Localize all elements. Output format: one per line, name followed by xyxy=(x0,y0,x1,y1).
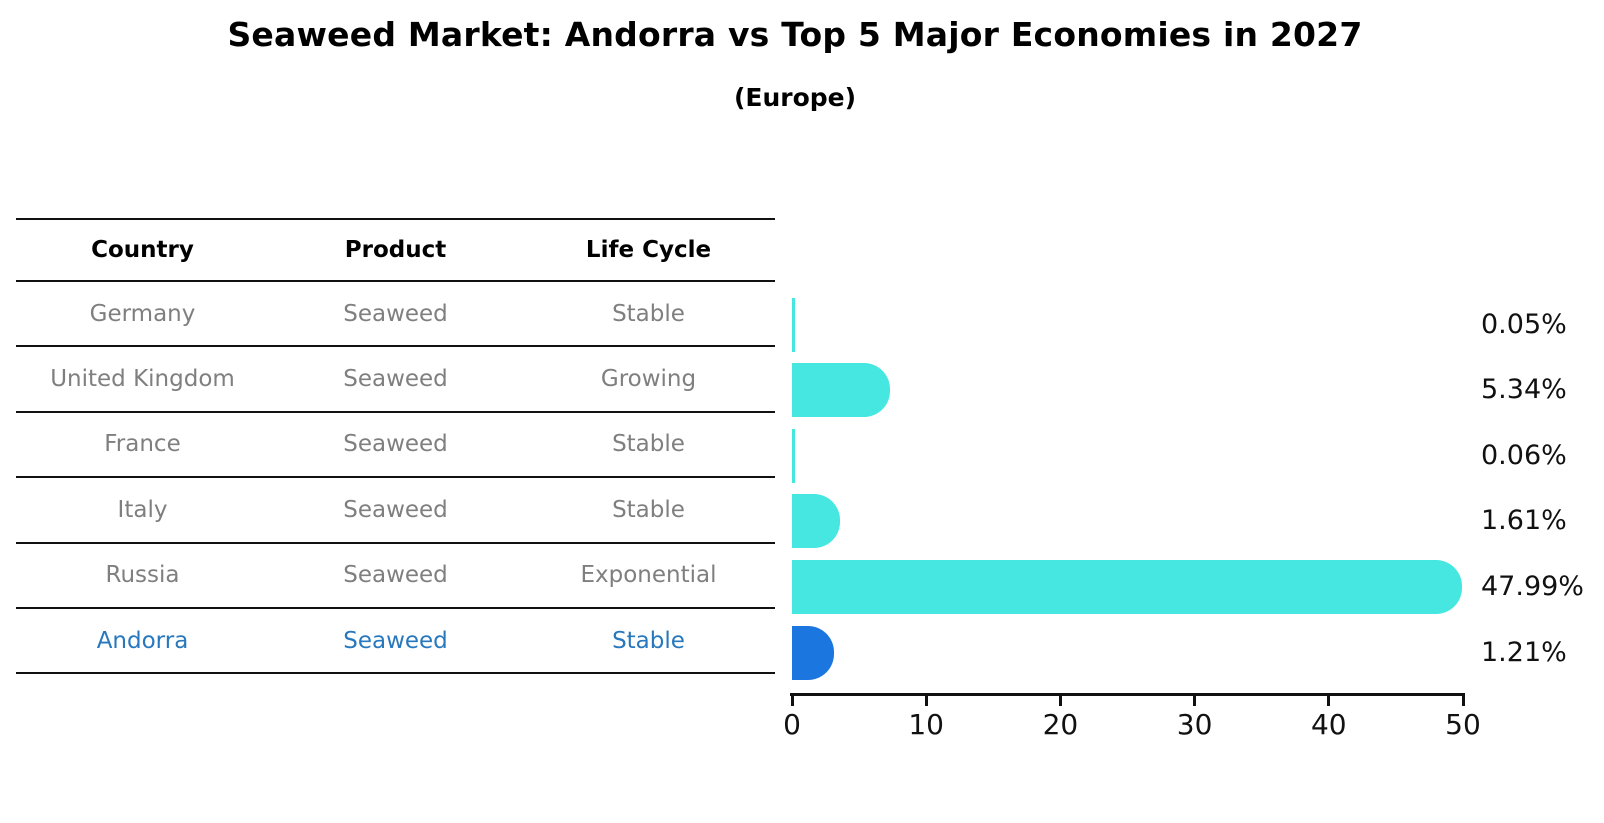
cell-country: Russia xyxy=(105,562,180,589)
cell-lifecycle: Stable xyxy=(612,431,685,458)
bar-germany xyxy=(792,297,795,352)
x-axis-line xyxy=(790,693,1465,696)
bar-united-kingdom xyxy=(792,363,890,418)
table-header-row: Country Product Life Cycle xyxy=(16,220,775,282)
column-header-product: Product xyxy=(344,237,447,263)
cell-country: France xyxy=(104,431,181,458)
table-body: Germany Seaweed Stable United Kingdom Seawee… xyxy=(16,282,775,675)
bar-value-label: 1.21% xyxy=(1481,636,1567,668)
bar-russia xyxy=(792,559,1463,614)
x-axis-tick xyxy=(1327,696,1331,706)
cell-product: Seaweed xyxy=(343,300,448,327)
cell-product: Seaweed xyxy=(343,627,448,654)
x-axis-tick xyxy=(790,696,794,706)
column-header-country: Country xyxy=(91,237,194,263)
x-axis-tick xyxy=(924,696,928,706)
table-row: United Kingdom Seaweed Growing xyxy=(16,347,775,413)
x-axis-tick xyxy=(1058,696,1062,706)
x-axis-tick-label: 20 xyxy=(1042,708,1079,741)
table-row: Russia Seaweed Exponential xyxy=(16,544,775,609)
cell-lifecycle: Exponential xyxy=(580,562,717,589)
column-header-lifecycle: Life Cycle xyxy=(585,237,712,263)
x-axis-tick-label: 40 xyxy=(1310,708,1347,741)
bar-value-label: 1.61% xyxy=(1481,505,1567,537)
table-row: Andorra Seaweed Stable xyxy=(16,609,775,675)
bar-andorra xyxy=(792,625,835,680)
bar-france xyxy=(792,428,795,483)
cell-lifecycle: Stable xyxy=(612,300,685,327)
cell-lifecycle: Stable xyxy=(612,496,685,523)
bar-value-label: 47.99% xyxy=(1481,570,1584,602)
x-axis-tick-label: 0 xyxy=(783,708,801,741)
x-axis-tick-label: 10 xyxy=(908,708,945,741)
cell-product: Seaweed xyxy=(343,431,448,458)
bar-italy xyxy=(792,494,840,549)
cell-lifecycle: Stable xyxy=(612,627,685,654)
bar-value-label: 0.05% xyxy=(1481,308,1567,340)
bar-value-label: 5.34% xyxy=(1481,373,1567,405)
x-axis-tick-label: 30 xyxy=(1176,708,1213,741)
cell-product: Seaweed xyxy=(343,562,448,589)
page-title: Seaweed Market: Andorra vs Top 5 Major E… xyxy=(227,15,1363,54)
cell-country: Andorra xyxy=(96,627,189,654)
cell-country: Germany xyxy=(89,300,196,327)
x-axis-tick-label: 50 xyxy=(1445,708,1481,741)
cell-lifecycle: Growing xyxy=(600,366,697,393)
cell-country: Italy xyxy=(117,496,168,523)
cell-country: United Kingdom xyxy=(50,366,235,393)
cell-product: Seaweed xyxy=(343,496,448,523)
table-row: Italy Seaweed Stable xyxy=(16,478,775,544)
x-axis-tick xyxy=(1461,696,1465,706)
table-row: France Seaweed Stable xyxy=(16,413,775,479)
x-axis-tick xyxy=(1193,696,1197,706)
chart-subtitle: (Europe) xyxy=(733,83,857,112)
data-table: Country Product Life Cycle Germany Seawee… xyxy=(16,218,775,675)
cell-product: Seaweed xyxy=(343,366,448,393)
table-row: Germany Seaweed Stable xyxy=(16,282,775,348)
bar-value-label: 0.06% xyxy=(1481,439,1567,471)
